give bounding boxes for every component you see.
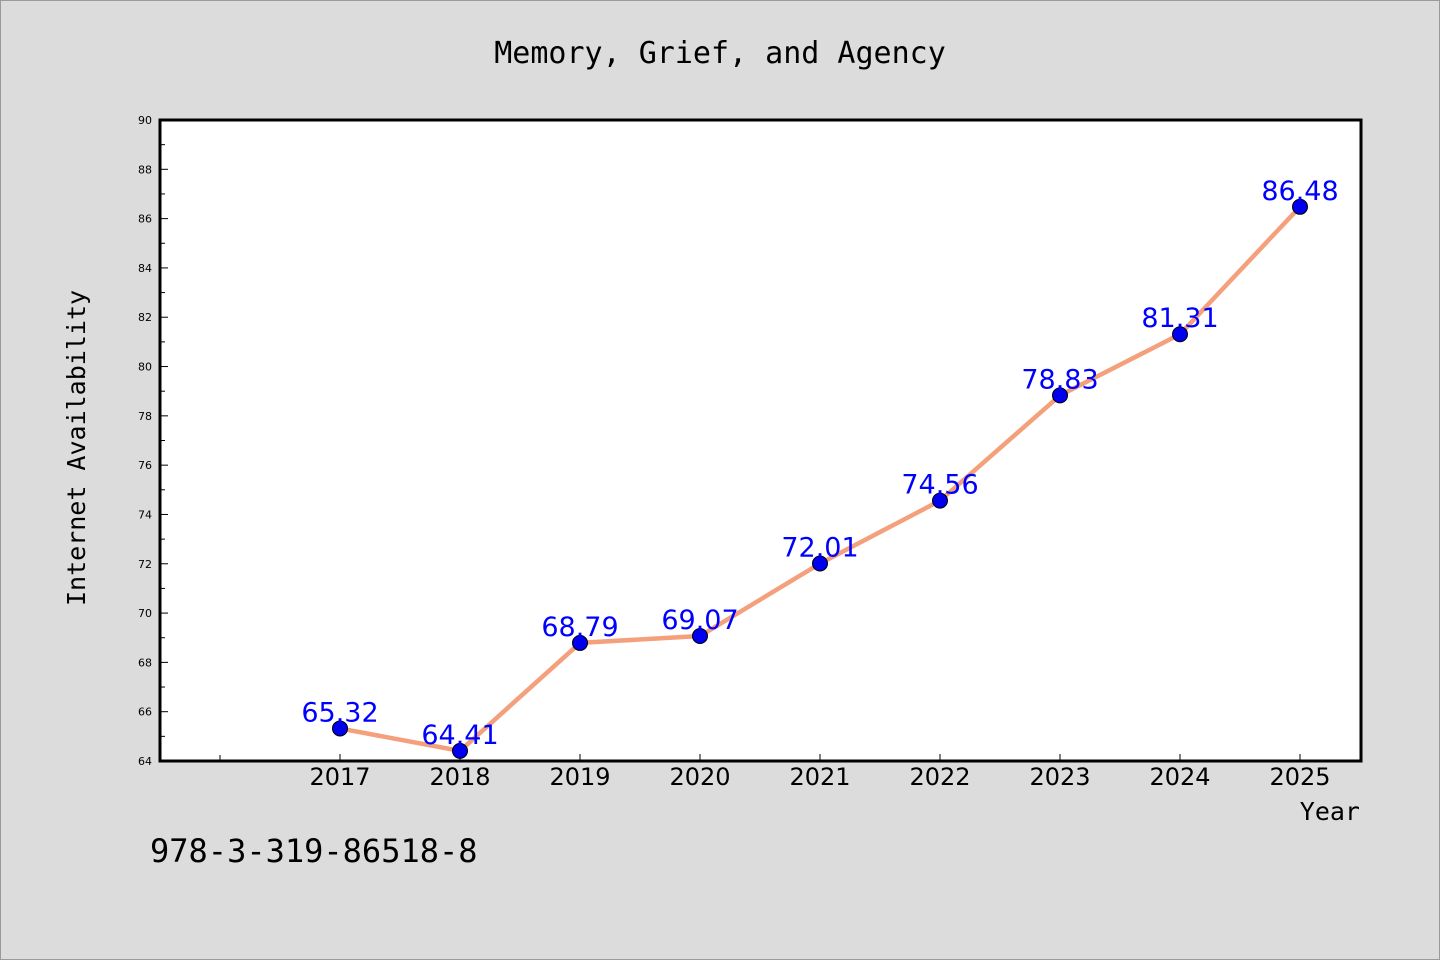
x-tick-label: 2024 xyxy=(1149,763,1210,791)
plot-border xyxy=(158,118,1363,763)
data-point xyxy=(812,555,828,572)
x-tick-label: 2021 xyxy=(789,763,850,791)
y-tick-label: 76 xyxy=(138,459,152,472)
data-label: 64.41 xyxy=(421,720,498,751)
x-tick-label: 2023 xyxy=(1029,763,1090,791)
y-tick-label: 74 xyxy=(138,508,152,521)
y-axis-label: Internet Availability xyxy=(62,290,91,606)
plot-area xyxy=(160,120,1361,761)
isbn-code: 978-3-319-86518-8 xyxy=(150,832,478,870)
y-tick-label: 80 xyxy=(138,361,152,374)
x-tick-label: 2022 xyxy=(909,763,970,791)
y-tick-label: 72 xyxy=(138,558,152,571)
data-label: 78.83 xyxy=(1021,364,1098,395)
y-tick-label: 66 xyxy=(138,706,152,719)
data-point xyxy=(932,492,948,509)
y-tick-label: 68 xyxy=(138,656,152,669)
y-tick-label: 82 xyxy=(138,311,152,324)
data-label: 81.31 xyxy=(1141,303,1218,334)
data-label: 69.07 xyxy=(661,605,738,636)
chart-title: Memory, Grief, and Agency xyxy=(494,36,946,71)
y-tick-label: 86 xyxy=(138,213,152,226)
x-axis-label: Year xyxy=(1300,797,1360,826)
x-tick-label: 2019 xyxy=(549,763,610,791)
data-point xyxy=(1292,198,1308,215)
y-tick-label: 90 xyxy=(138,114,152,127)
y-tick-label: 78 xyxy=(138,410,152,423)
y-tick-label: 84 xyxy=(138,262,152,275)
data-label: 74.56 xyxy=(901,470,978,501)
data-label: 65.32 xyxy=(301,697,378,728)
y-tick-label: 64 xyxy=(138,755,152,768)
data-label: 68.79 xyxy=(541,612,618,643)
data-point xyxy=(1172,326,1188,343)
data-point xyxy=(692,628,708,645)
x-tick-label: 2018 xyxy=(429,763,490,791)
data-point xyxy=(452,742,468,759)
y-tick-label: 88 xyxy=(138,163,152,176)
data-label: 72.01 xyxy=(781,533,858,564)
x-tick-label: 2025 xyxy=(1269,763,1330,791)
data-label: 86.48 xyxy=(1261,176,1338,207)
data-point xyxy=(332,720,348,737)
data-point xyxy=(572,634,588,651)
x-tick-label: 2017 xyxy=(309,763,370,791)
y-tick-label: 70 xyxy=(138,607,152,620)
x-tick-label: 2020 xyxy=(669,763,730,791)
data-point xyxy=(1052,387,1068,404)
